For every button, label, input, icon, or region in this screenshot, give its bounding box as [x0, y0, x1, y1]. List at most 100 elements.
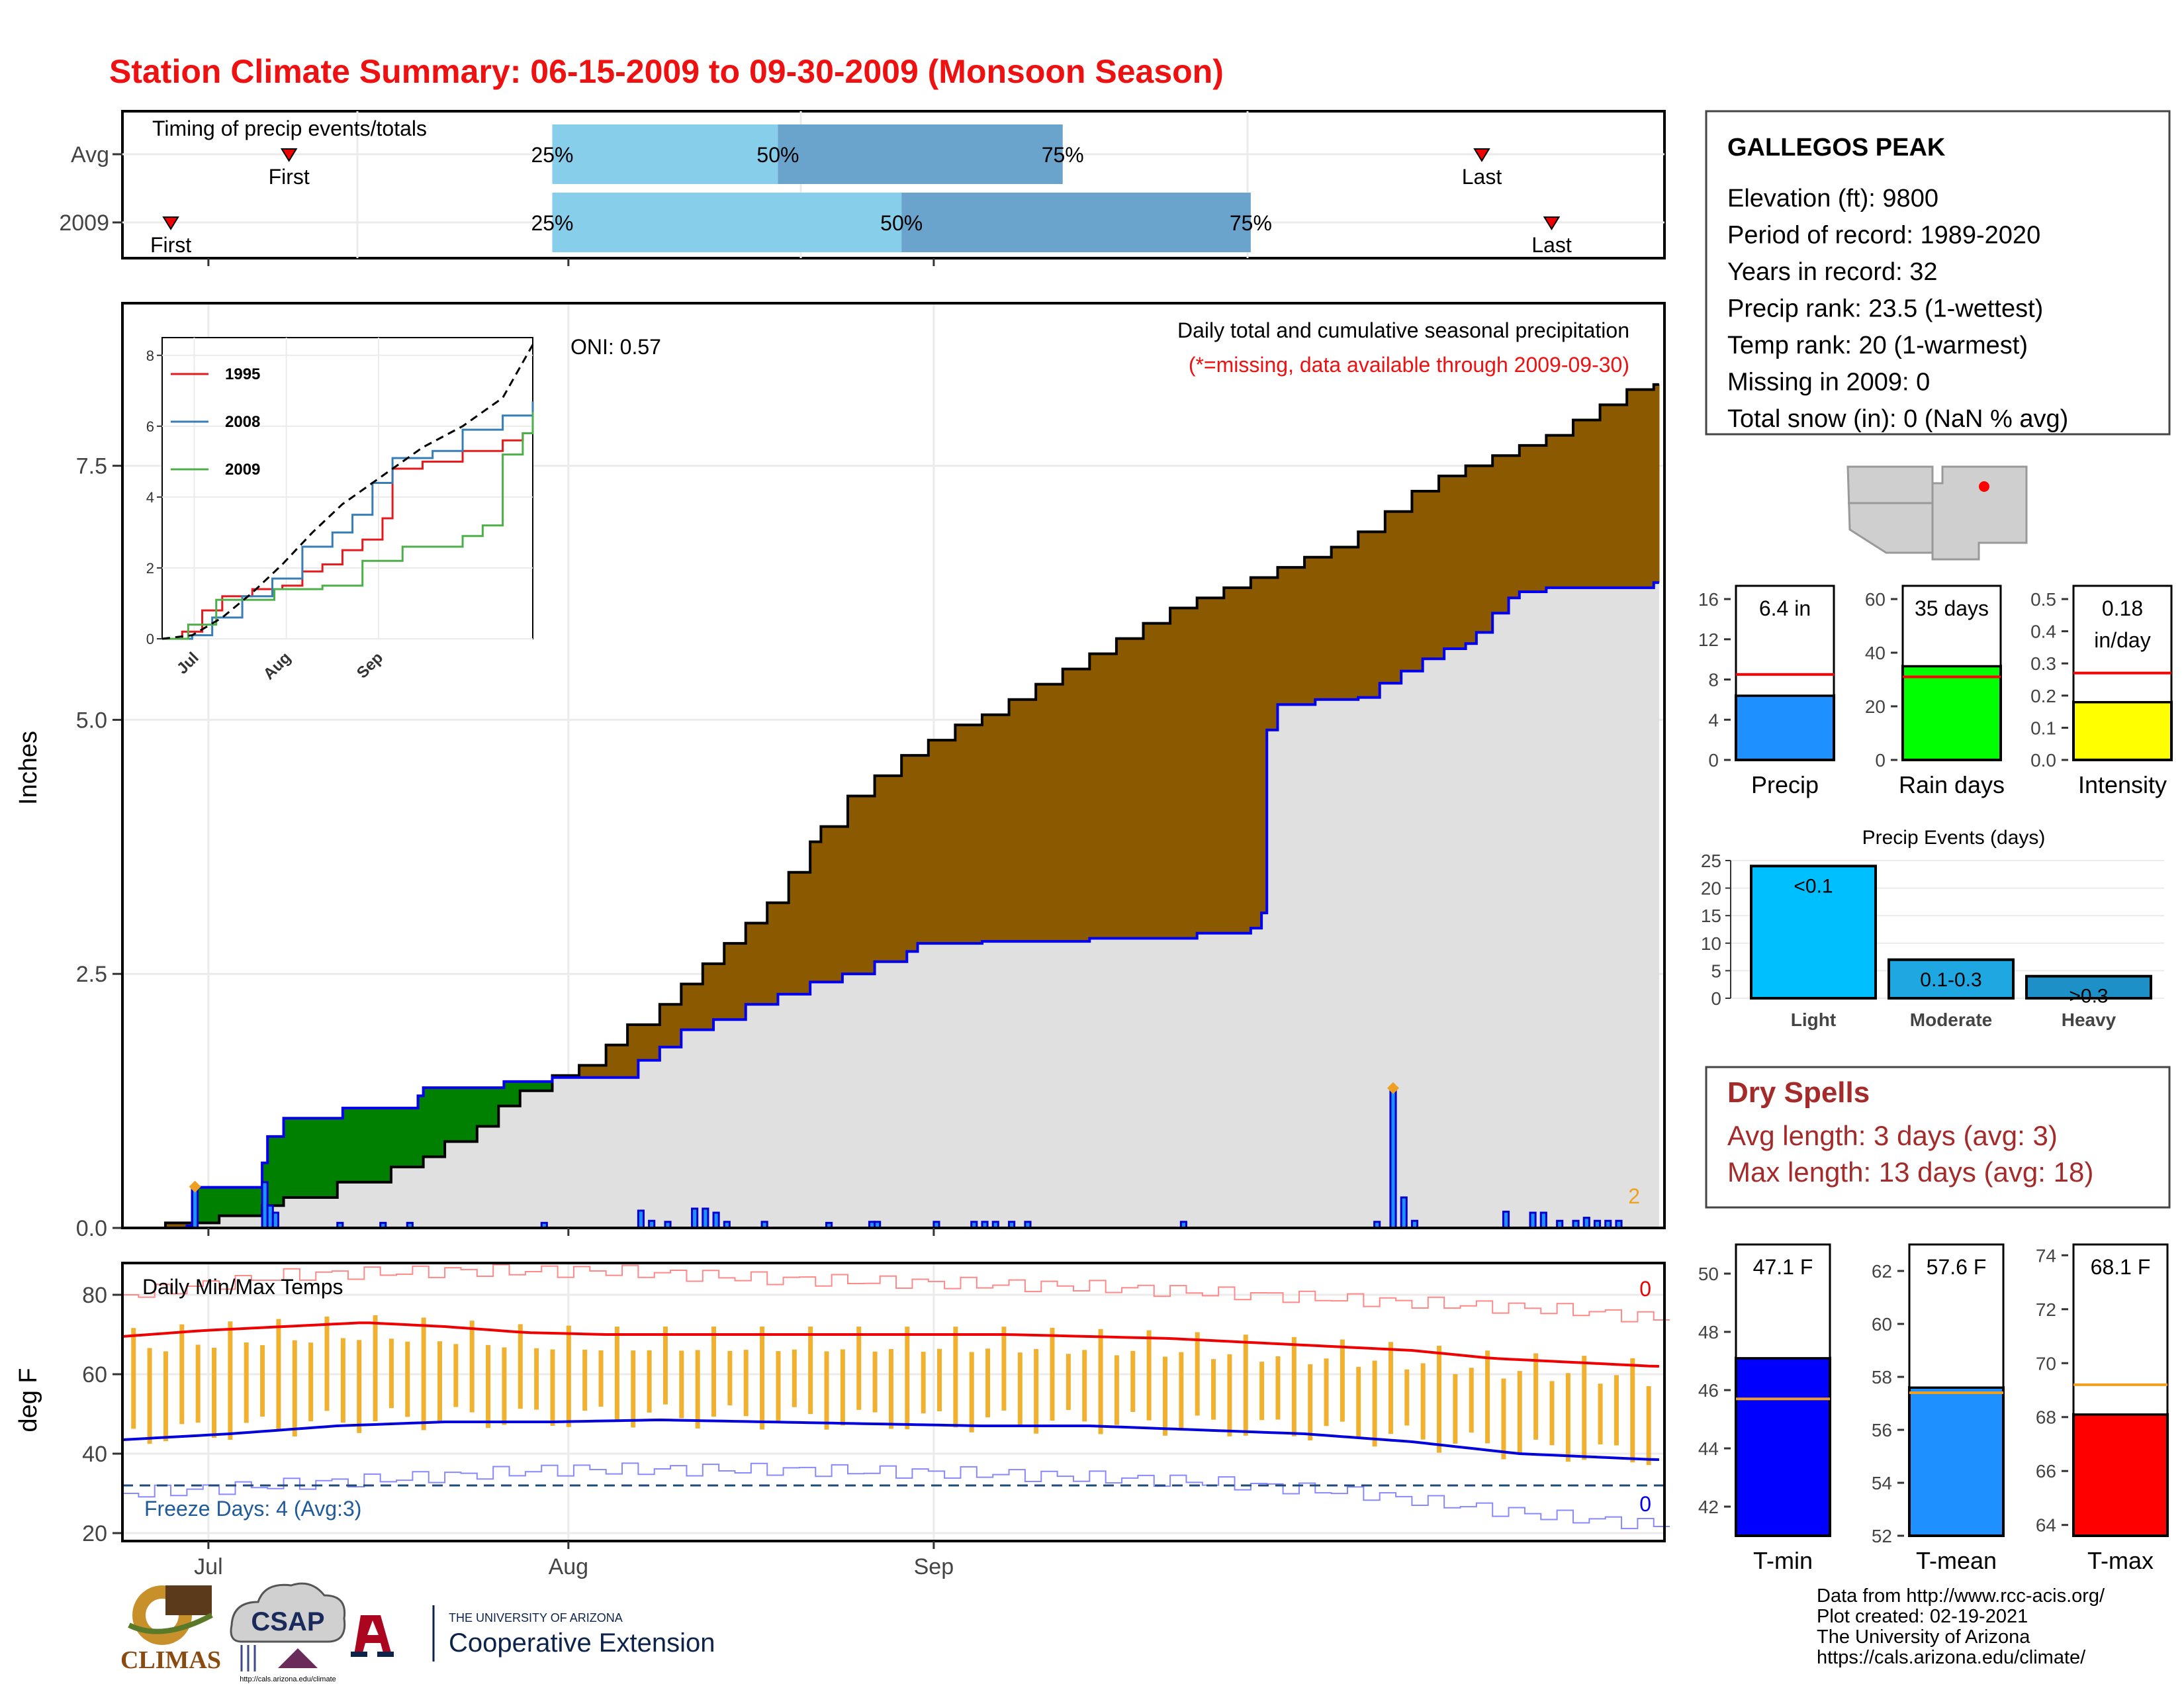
- deficit-area: [1530, 445, 1536, 592]
- daily-precip-bar: [702, 1207, 709, 1229]
- surplus-area: [380, 1107, 387, 1182]
- max-event-marker: [1387, 1082, 1400, 1094]
- deficit-area: [638, 1024, 645, 1060]
- deficit-area: [1138, 638, 1144, 939]
- deficit-area: [686, 984, 693, 1030]
- temp-name-label: T-max: [2087, 1547, 2154, 1574]
- deficit-area: [1277, 567, 1284, 705]
- daily-temp-range-bar: [1227, 1354, 1232, 1436]
- deficit-area: [176, 1223, 182, 1228]
- temp-bar-ytick-label: 50: [1698, 1264, 1719, 1284]
- surplus-area: [347, 1107, 354, 1182]
- event-bar-light: [1750, 865, 1877, 1000]
- avg-tmin-line: [122, 1418, 1659, 1461]
- deficit-area: [1342, 547, 1348, 700]
- cumulative-base-area: [122, 583, 1659, 1228]
- deficit-area: [719, 963, 725, 1020]
- inset-ytick-label: 6: [146, 418, 154, 435]
- events-ytick-label: 25: [1701, 851, 1721, 871]
- daily-precip-bar: [637, 1209, 645, 1229]
- university-logo: THE UNIVERSITY OF ARIZONA Cooperative Ex…: [351, 1605, 715, 1662]
- deficit-area: [664, 1004, 671, 1047]
- daily-temp-range-bar: [388, 1338, 394, 1409]
- surplus-area: [240, 1187, 247, 1216]
- surplus-area: [267, 1136, 273, 1206]
- temp-ytick-label: 20: [82, 1521, 107, 1546]
- daily-temp-range-bar: [727, 1350, 733, 1405]
- deficit-area: [788, 872, 795, 994]
- surplus-area: [251, 1187, 257, 1216]
- surplus-area: [326, 1118, 333, 1197]
- station-info-line: Years in record: 32: [1727, 258, 1938, 286]
- deficit-area: [1374, 532, 1381, 698]
- surplus-area: [305, 1118, 311, 1197]
- deficit-area: [724, 943, 730, 1020]
- temp-bar-ytick-label: 66: [2036, 1461, 2056, 1481]
- surplus-area: [461, 1088, 467, 1142]
- daily-temp-range-bar: [357, 1340, 362, 1433]
- daily-temp-range-bar: [888, 1349, 893, 1429]
- daily-temp-range-bar: [1501, 1378, 1506, 1460]
- summary-value-label: 6.4 in: [1759, 596, 1811, 620]
- temp-bar-ytick-label: 58: [1872, 1367, 1892, 1387]
- daily-temp-range-bar: [1130, 1350, 1136, 1412]
- deficit-area: [751, 923, 757, 1005]
- daily-temp-range-bar: [1291, 1336, 1297, 1436]
- deficit-area: [858, 796, 864, 974]
- station-info-line: Precip rank: 23.5 (1-wettest): [1727, 295, 2043, 323]
- daily-precip-bar: [191, 1188, 199, 1229]
- temp-value-bar: [1735, 1356, 1831, 1538]
- deficit-area: [707, 963, 714, 1030]
- daily-temp-range-bar: [195, 1344, 201, 1423]
- daily-temp-range-bar: [1549, 1381, 1555, 1446]
- daily-temp-range-bar: [502, 1347, 507, 1425]
- daily-temp-range-bar: [308, 1342, 314, 1422]
- daily-temp-range-bar: [937, 1348, 942, 1411]
- inset-line-1995: [162, 412, 534, 640]
- daily-temp-range-bar: [147, 1348, 152, 1444]
- temp-label-box: [1908, 1243, 2005, 1389]
- deficit-area: [1293, 567, 1300, 705]
- deficit-area: [611, 1045, 617, 1078]
- deficit-area: [1336, 547, 1343, 700]
- quartile-box-25-50: [552, 193, 902, 252]
- temp-value-label: 47.1 F: [1753, 1255, 1813, 1279]
- surplus-area: [445, 1088, 451, 1142]
- freeze-days-label: Freeze Days: 4 (Avg:3): [144, 1497, 361, 1521]
- temp-ytick-label: 40: [82, 1442, 107, 1467]
- station-info-line: Period of record: 1989-2020: [1727, 222, 2040, 250]
- daily-temp-range-bar: [292, 1340, 297, 1437]
- deficit-area: [1541, 445, 1547, 592]
- daily-temp-range-bar: [1146, 1330, 1152, 1421]
- temp-bar-ytick-label: 68: [2036, 1407, 2056, 1428]
- climas-logo: CLIMAS: [120, 1585, 221, 1674]
- surplus-area: [208, 1187, 214, 1223]
- daily-temp-range-bar: [373, 1315, 378, 1422]
- surplus-area: [375, 1107, 381, 1182]
- daily-temp-range-bar: [566, 1325, 571, 1427]
- deficit-area: [1003, 714, 1010, 942]
- daily-temp-range-bar: [631, 1350, 636, 1428]
- temp-bar-t-mean: 52 54 56 58 60 62 57.6 F T-mean: [1872, 1243, 2005, 1574]
- surplus-area: [439, 1088, 445, 1157]
- deficit-area: [1632, 389, 1639, 588]
- deficit-area: [1557, 435, 1563, 588]
- deficit-area: [869, 796, 876, 974]
- deficit-area: [1615, 404, 1622, 588]
- x-axis-label: Sep: [914, 1554, 954, 1579]
- summary-bar-precip: 0 4 8 12 16 6.4 in Precip: [1698, 585, 1835, 798]
- precip-ytick-label: 7.5: [76, 454, 107, 479]
- daily-temp-range-bar: [1388, 1342, 1393, 1434]
- deficit-area: [1105, 653, 1112, 939]
- deficit-area: [1498, 455, 1504, 614]
- temp-bar-ytick-label: 48: [1698, 1322, 1719, 1342]
- daily-precip-bar: [691, 1207, 699, 1229]
- daily-temp-range-bar: [1469, 1368, 1474, 1433]
- deficit-area: [1331, 547, 1338, 700]
- inset-legend-label: 2009: [225, 461, 260, 479]
- daily-temp-range-bar: [1517, 1371, 1522, 1454]
- precip-header: Daily total and cumulative seasonal prec…: [1177, 318, 1629, 342]
- event-category-label: Heavy: [2062, 1009, 2116, 1030]
- deficit-area: [1390, 511, 1396, 684]
- temp-value-bar: [1908, 1386, 2005, 1537]
